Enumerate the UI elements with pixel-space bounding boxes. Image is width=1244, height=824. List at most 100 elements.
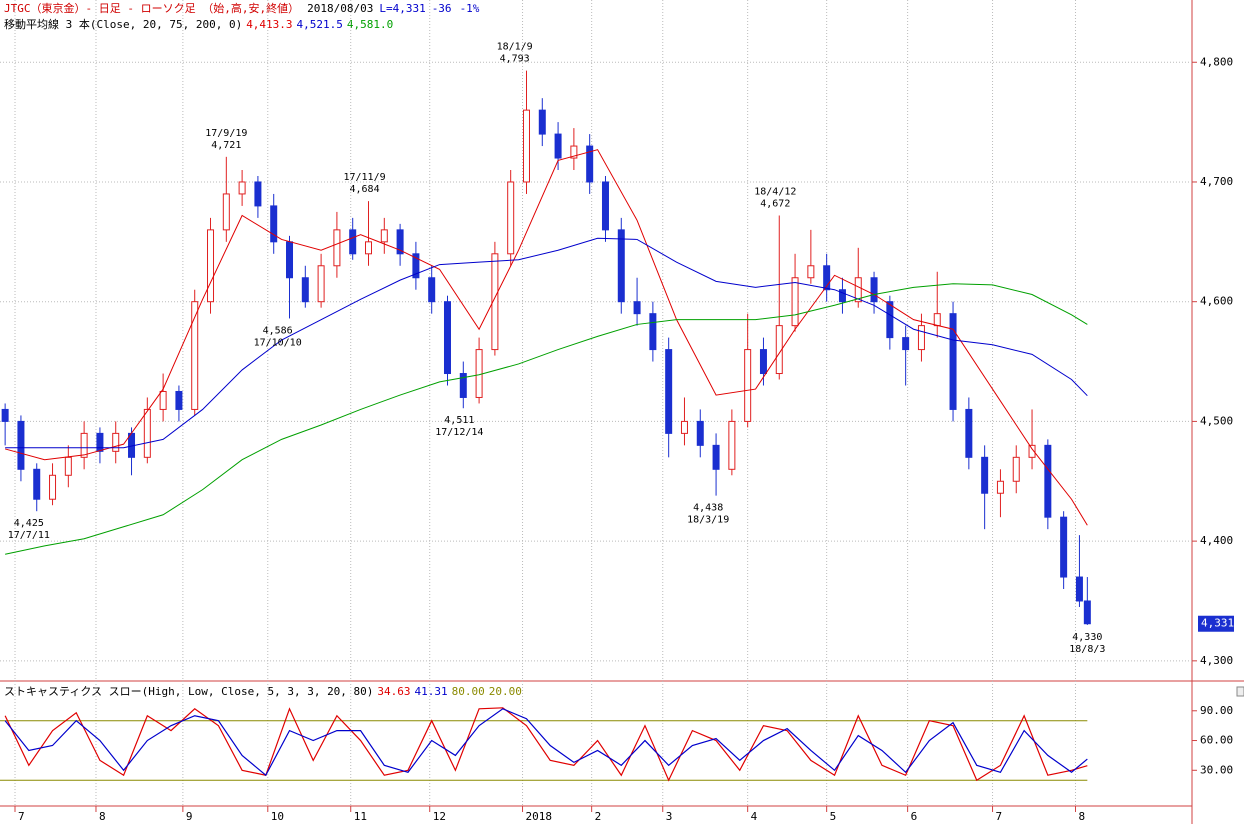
candle-body [775,325,783,375]
annotation-date: 17/9/19 [205,128,247,139]
annotation-date: 18/8/3 [1069,644,1105,655]
candle-body [238,181,246,195]
candle-body [981,456,989,494]
x-tick-label: 2 [595,810,602,823]
annotation-date: 18/4/12 [754,186,796,197]
candle-body [349,229,357,255]
candle-body [1060,516,1068,578]
annotation-value: 4,438 [693,503,723,514]
y-tick-label: 60.00 [1200,734,1233,747]
candle-body [396,229,404,255]
y-tick-label: 4,600 [1200,295,1233,308]
header-last: L=4,331 [379,2,425,15]
candle-body [807,265,815,279]
x-tick-label: 6 [911,810,918,823]
candle-body [286,241,294,279]
annotation-date: 17/10/10 [254,337,302,348]
candle-body [917,325,925,351]
candle-body [365,241,373,255]
candle-body [1028,444,1036,458]
candle-body [1044,444,1052,518]
candle-body [712,444,720,470]
candle-body [459,373,467,398]
candle-body [838,289,846,303]
candle-body [949,313,957,410]
candle-body [649,313,657,351]
candle-body [696,420,704,446]
ma-line [5,283,1088,555]
header-change: -36 [432,2,452,15]
x-tick-label: 10 [271,810,284,823]
candle-body [17,420,25,470]
x-tick-label: 5 [830,810,837,823]
candle-body [49,474,57,500]
candle-body [854,277,862,303]
candle-body [1083,600,1091,625]
last-price-label: 4,331 [1201,617,1234,630]
x-tick-label: 8 [1078,810,1085,823]
candle-body [665,349,673,434]
y-tick-label: 4,500 [1200,414,1233,427]
stoch-value: 41.31 [415,685,448,698]
x-tick-label: 11 [354,810,367,823]
candle-body [902,337,910,351]
y-tick-label: 4,300 [1200,654,1233,667]
y-tick-label: 4,800 [1200,55,1233,68]
candle-body [443,301,451,375]
candle-body [317,265,325,303]
candle-body [744,349,752,422]
candle-body [1,408,9,422]
candle-body [491,253,499,351]
candle-body [64,456,72,476]
candle-body [412,253,420,279]
y-tick-label: 90.00 [1200,704,1233,717]
candle-body [96,432,104,452]
candle-body [728,420,736,470]
candle-body [633,301,641,315]
annotation-value: 4,793 [500,54,530,65]
candle-body [601,181,609,231]
candle-body [112,432,120,452]
candle-body [554,133,562,159]
annotation-date: 17/12/14 [435,427,483,438]
stoch-legend: ストキャスティクス スロー(High, Low, Close, 5, 3, 3,… [4,685,522,698]
candle-body [996,480,1004,494]
candle-body [380,229,388,243]
panel-button[interactable] [1236,686,1244,697]
candle-body [870,277,878,303]
candle-body [191,301,199,410]
candle-body [428,277,436,303]
candle-body [175,390,183,410]
stoch-line [4,707,1088,782]
annotation-value: 4,684 [349,184,379,195]
candle-body [617,229,625,303]
header-change-pct: -1% [460,2,480,15]
ma-line [5,237,1088,449]
candle-body [33,468,41,500]
candle-body [475,349,483,398]
candle-body [507,181,515,255]
candle-body [1012,456,1020,482]
annotation-value: 4,425 [14,518,44,529]
ma-value: 4,413.3 [246,18,292,31]
candle-body [680,420,688,434]
candle-body [254,181,262,207]
annotation-date: 18/3/19 [687,515,729,526]
candle-body [965,408,973,458]
candle-body [1075,576,1083,602]
y-tick-label: 4,400 [1200,534,1233,547]
x-tick-label: 4 [751,810,758,823]
annotation-date: 17/11/9 [343,172,385,183]
annotation-date: 17/7/11 [8,530,50,541]
x-tick-label: 3 [666,810,673,823]
candle-body [791,277,799,327]
annotation-date: 18/1/9 [497,42,533,53]
stoch-value: 34.63 [377,685,410,698]
x-tick-label: 8 [99,810,106,823]
annotation-value: 4,672 [760,198,790,209]
stoch-line [4,708,1088,777]
candle-body [886,301,894,339]
ma-legend: 移動平均線 3 本(Close, 20, 75, 200, 0) 4,413.3 4… [4,17,393,31]
candle-body [301,277,309,303]
